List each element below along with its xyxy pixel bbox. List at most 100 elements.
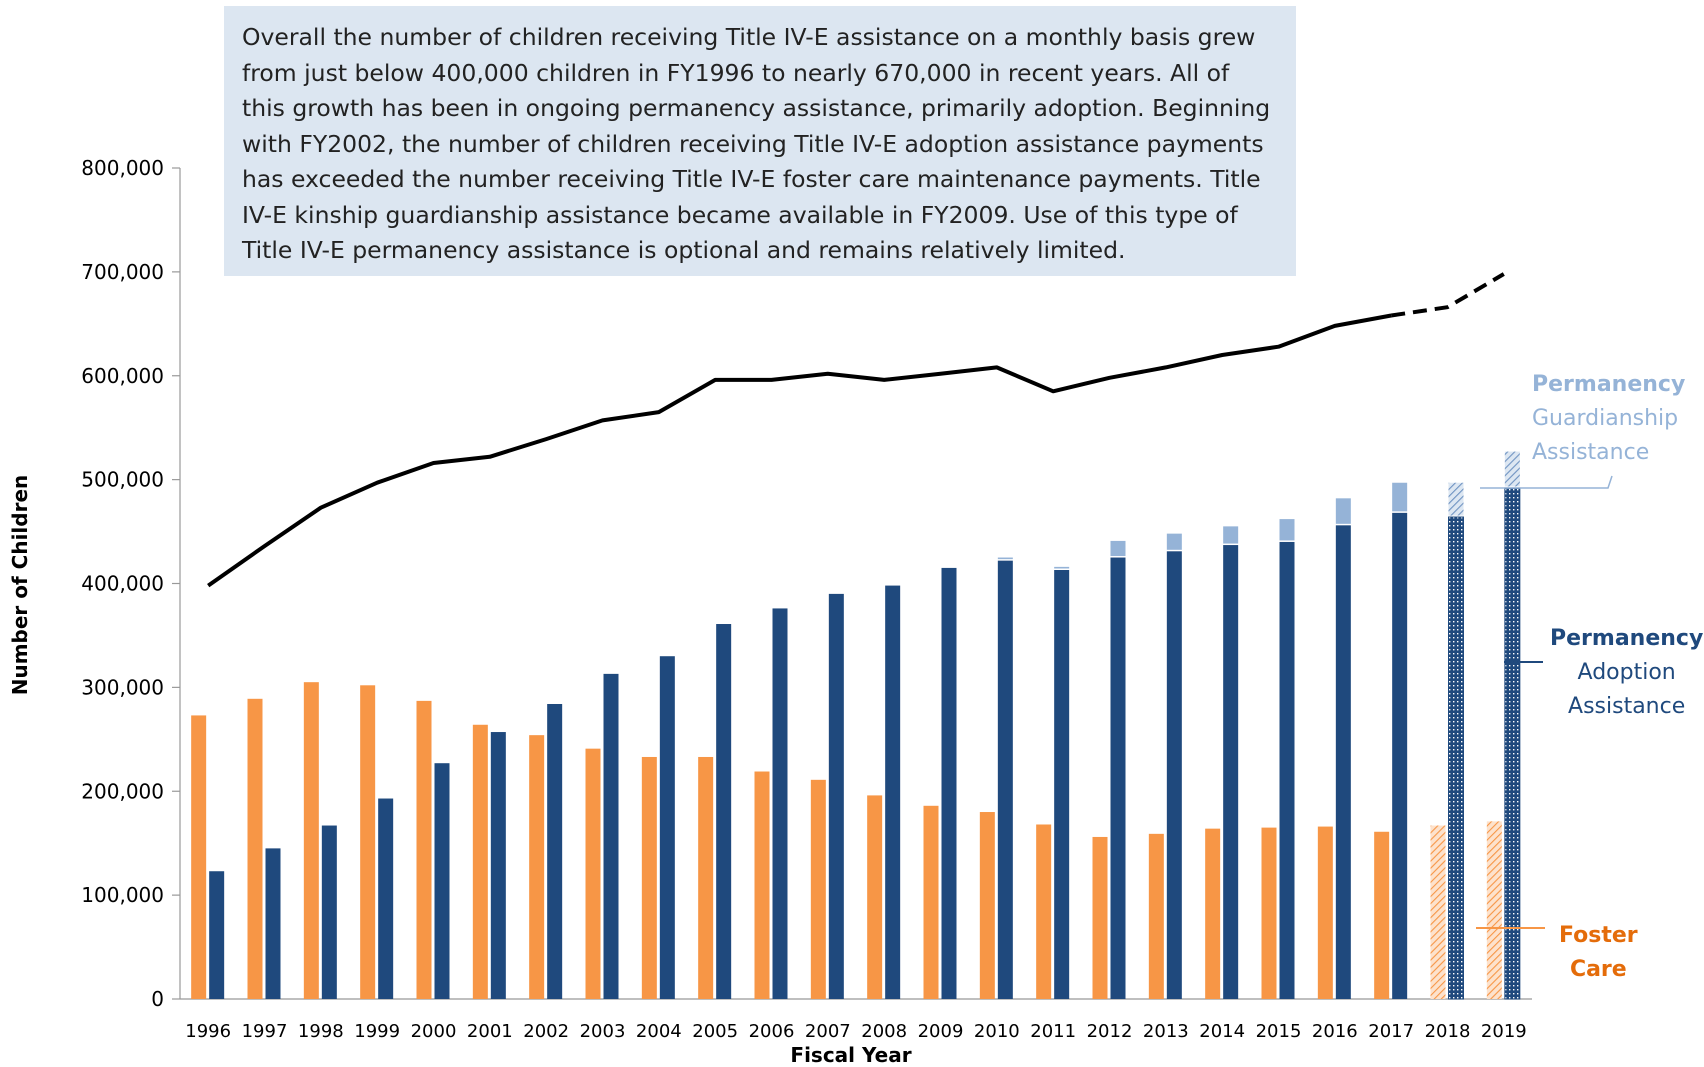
x-tick-label: 2011 (1030, 1021, 1076, 1042)
bar-foster-care (810, 779, 826, 999)
y-tick-label: 200,000 (81, 779, 164, 803)
adoption-label-line2: Adoption (1577, 660, 1676, 685)
bar-guardianship-assistance (1335, 498, 1351, 524)
bar-guardianship-assistance (1392, 482, 1408, 512)
bar-adoption-assistance (1504, 487, 1521, 1000)
callout-text: Overall the number of children receiving… (242, 23, 1271, 264)
bar-adoption-assistance (941, 567, 957, 999)
bar-guardianship-assistance (1504, 451, 1520, 487)
bar-adoption-assistance (1448, 516, 1464, 1000)
bar-foster-care (360, 685, 376, 999)
bar-adoption-assistance (885, 585, 901, 999)
y-tick-label: 0 (151, 987, 164, 1011)
bar-foster-care (1036, 824, 1052, 999)
bar-adoption-assistance (659, 656, 675, 999)
y-tick-label: 800,000 (81, 156, 164, 180)
bar-foster-care (1261, 827, 1277, 999)
bar-foster-care (1205, 828, 1221, 999)
bar-adoption-assistance (1166, 551, 1182, 999)
bar-adoption-assistance (1279, 541, 1295, 999)
bar-adoption-assistance (265, 848, 281, 999)
y-tick-label: 600,000 (81, 364, 164, 388)
bar-foster-care (867, 795, 883, 999)
guardianship-leader-line (1480, 475, 1613, 489)
guardianship-label-line1: Permanency (1532, 372, 1686, 397)
bar-foster-care (585, 748, 601, 999)
bar-guardianship-assistance (1166, 533, 1182, 550)
bar-foster-care (1374, 831, 1390, 999)
bar-adoption-assistance (547, 703, 563, 999)
x-tick-label: 2001 (467, 1021, 513, 1042)
foster-label-line2: Care (1569, 957, 1627, 982)
bar-adoption-assistance (1335, 525, 1351, 999)
total-line-actual (207, 313, 1392, 588)
x-tick-label: 1996 (185, 1021, 231, 1042)
bar-foster-care (303, 682, 319, 999)
bar-foster-care (472, 724, 488, 999)
y-tick-label: 700,000 (81, 260, 164, 284)
x-tick-label: 2010 (974, 1021, 1020, 1042)
bar-foster-care (1148, 833, 1164, 999)
bar-guardianship-assistance (1110, 540, 1126, 557)
bar-foster-care (641, 756, 657, 999)
y-tick-label: 100,000 (81, 883, 164, 907)
bar-foster-care (1430, 825, 1446, 999)
bar-adoption-assistance (321, 825, 337, 999)
bar-adoption-assistance (1110, 557, 1126, 999)
bar-foster-care (416, 700, 432, 999)
bar-foster-care (1486, 821, 1502, 999)
x-tick-label: 2008 (861, 1021, 907, 1042)
bar-foster-care (529, 735, 545, 999)
x-tick-label: 2017 (1368, 1021, 1414, 1042)
x-tick-label: 1999 (354, 1021, 400, 1042)
y-tick-label: 300,000 (81, 675, 164, 699)
bar-guardianship-assistance (997, 557, 1013, 560)
x-tick-label: 1997 (242, 1021, 288, 1042)
adoption-label-line1: Permanency (1550, 626, 1704, 651)
x-tick-label: 2007 (805, 1021, 851, 1042)
foster-label-line1: Foster (1559, 923, 1638, 948)
bar-adoption-assistance (997, 560, 1013, 999)
x-tick-label: 2014 (1199, 1021, 1245, 1042)
bar-foster-care (191, 715, 207, 999)
x-tick-label: 2004 (636, 1021, 682, 1042)
legend-foster-label: Foster Care (1559, 919, 1638, 987)
legend-guardianship-label: Permanency Guardianship Assistance (1532, 368, 1685, 470)
bar-foster-care (754, 771, 770, 999)
bar-guardianship-assistance (1223, 526, 1239, 544)
x-tick-label: 2003 (580, 1021, 626, 1042)
bar-adoption-assistance (209, 871, 225, 999)
y-axis-title: Number of Children (8, 475, 32, 696)
bar-guardianship-assistance (1279, 519, 1295, 541)
bar-adoption-assistance (378, 798, 394, 999)
bar-foster-care (923, 805, 939, 999)
x-axis-title: Fiscal Year (790, 1043, 911, 1067)
bar-foster-care (698, 756, 714, 999)
x-tick-label: 1998 (298, 1021, 344, 1042)
y-tick-label: 400,000 (81, 572, 164, 596)
x-tick-label: 2005 (692, 1021, 738, 1042)
x-tick-label: 2012 (1087, 1021, 1133, 1042)
bar-adoption-assistance (434, 763, 450, 999)
y-tick-label: 500,000 (81, 468, 164, 492)
total-line-projected (1390, 272, 1505, 318)
bar-foster-care (1092, 836, 1108, 999)
guardianship-label-line3: Assistance (1532, 440, 1650, 465)
x-tick-label: 2015 (1256, 1021, 1302, 1042)
bar-guardianship-assistance (1448, 482, 1464, 516)
bar-adoption-assistance (1223, 545, 1239, 999)
bar-foster-care (979, 812, 995, 999)
adoption-label-line3: Assistance (1568, 694, 1686, 719)
x-tick-label: 2000 (411, 1021, 457, 1042)
x-tick-label: 2002 (523, 1021, 569, 1042)
x-tick-label: 2019 (1481, 1021, 1527, 1042)
annotation-callout: Overall the number of children receiving… (224, 6, 1296, 276)
guardianship-label-line2: Guardianship (1532, 406, 1679, 431)
x-tick-label: 2006 (749, 1021, 795, 1042)
x-tick-label: 2016 (1312, 1021, 1358, 1042)
bar-guardianship-assistance (1054, 566, 1070, 569)
bar-adoption-assistance (716, 624, 732, 999)
bar-foster-care (247, 698, 263, 999)
bar-adoption-assistance (603, 673, 619, 999)
